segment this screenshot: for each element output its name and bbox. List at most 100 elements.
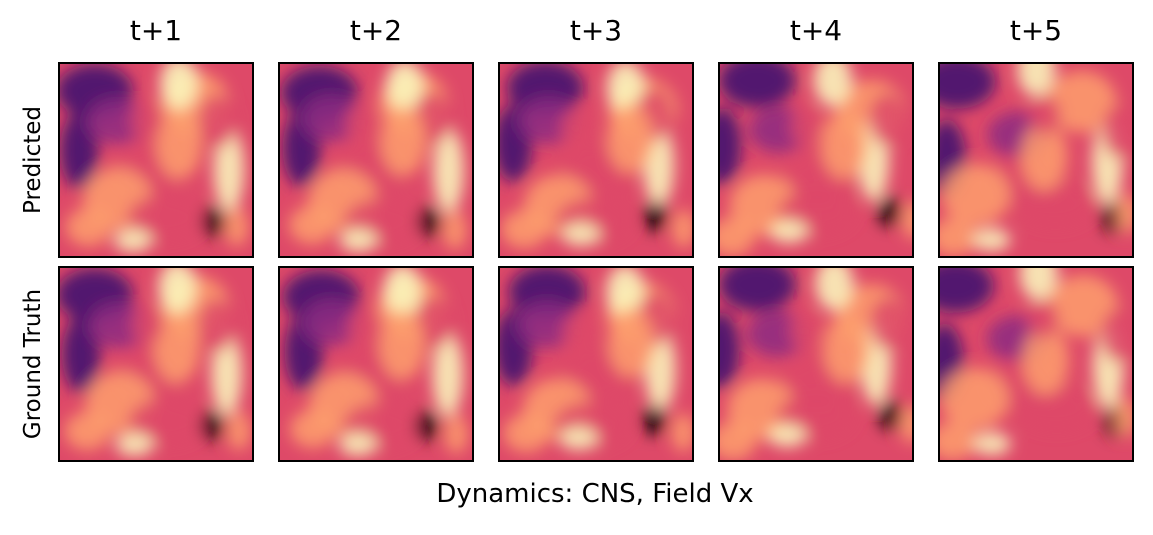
field-blob: [769, 220, 809, 244]
field-blob: [198, 94, 237, 149]
field-blob: [720, 268, 796, 312]
field-blob: [720, 217, 755, 256]
field-blob: [289, 205, 336, 245]
field-blob: [900, 404, 912, 444]
field-blob: [940, 64, 996, 109]
field-blob: [289, 409, 337, 449]
panel-predicted-t+4: [718, 62, 914, 258]
field-blob: [508, 268, 586, 319]
field-blob: [561, 222, 601, 247]
field-blob: [720, 107, 742, 185]
field-blob: [1047, 71, 1117, 133]
field-heatmap: [720, 64, 912, 256]
field-blob: [128, 398, 205, 445]
field-blob: [672, 209, 692, 248]
field-blob: [197, 298, 237, 353]
row-label-predicted: Predicted: [20, 106, 46, 214]
field-blob: [503, 414, 550, 453]
field-blob: [1030, 96, 1061, 135]
field-blob: [643, 200, 667, 232]
field-blob: [1113, 398, 1132, 437]
field-blob: [820, 110, 868, 180]
field-blob: [115, 433, 154, 457]
panel-predicted-t+1: [58, 62, 254, 258]
field-blob: [1048, 275, 1118, 337]
panel-predicted-t+2: [278, 62, 474, 258]
field-blob: [940, 368, 1010, 430]
column-title-t2: t+2: [349, 14, 403, 47]
field-blob: [213, 127, 245, 212]
field-heatmap: [940, 268, 1132, 460]
field-blob: [605, 268, 645, 319]
row-label-ground-truth: Ground Truth: [20, 288, 46, 440]
field-blob: [380, 106, 427, 176]
field-blob: [606, 64, 645, 115]
field-blob: [227, 412, 251, 451]
field-blob: [902, 200, 912, 239]
panel-ground-truth-t+3: [498, 266, 694, 462]
field-blob: [132, 306, 163, 345]
field-blob: [202, 206, 226, 237]
field-blob: [211, 331, 243, 416]
field-blob: [768, 424, 807, 448]
field-blob: [940, 218, 977, 256]
field-blob: [1022, 325, 1069, 395]
field-blob: [1099, 308, 1132, 363]
field-blob: [1017, 180, 1094, 227]
field-blob: [379, 310, 426, 380]
field-blob: [432, 332, 464, 417]
field-blob: [383, 268, 422, 318]
panel-ground-truth-t+1: [58, 266, 254, 462]
field-blob: [444, 415, 468, 454]
field-blob: [158, 268, 197, 315]
field-blob: [156, 110, 203, 180]
field-blob: [562, 313, 594, 352]
field-blob: [1021, 121, 1068, 191]
field-blob: [790, 107, 822, 146]
field-blob: [720, 64, 796, 108]
field-blob: [813, 64, 852, 107]
field-blob: [972, 228, 1011, 252]
field-blob: [1101, 104, 1132, 159]
field-blob: [877, 196, 901, 227]
field-blob: [200, 410, 224, 441]
field-blob: [415, 410, 439, 442]
field-blob: [348, 308, 379, 347]
field-blob: [501, 210, 548, 249]
field-blob: [671, 413, 692, 452]
field-blob: [86, 98, 149, 145]
field-blob: [65, 208, 112, 247]
figure-caption: Dynamics: CNS, Field Vx: [436, 479, 754, 509]
field-blob: [869, 296, 908, 351]
field-blob: [789, 311, 821, 350]
column-title-t4: t+4: [789, 14, 843, 47]
field-blob: [1115, 194, 1132, 233]
field-blob: [127, 194, 204, 241]
field-heatmap: [500, 64, 692, 256]
field-blob: [60, 112, 99, 189]
field-blob: [153, 314, 200, 384]
field-blob: [159, 64, 199, 111]
field-heatmap: [720, 268, 912, 460]
field-blob: [642, 404, 666, 436]
panel-ground-truth-t+2: [278, 266, 474, 462]
field-blob: [417, 206, 441, 238]
field-heatmap: [280, 64, 472, 256]
field-blob: [720, 421, 757, 460]
field-blob: [61, 316, 101, 393]
field-blob: [607, 104, 654, 174]
field-blob: [64, 412, 111, 451]
field-blob: [443, 211, 467, 250]
field-blob: [940, 422, 976, 460]
panel-predicted-t+5: [938, 62, 1134, 258]
field-heatmap: [60, 64, 252, 256]
panel-predicted-t+3: [498, 62, 694, 258]
field-blob: [1027, 300, 1059, 339]
field-blob: [561, 109, 592, 148]
field-heatmap: [500, 268, 692, 460]
panel-ground-truth-t+5: [938, 266, 1134, 462]
field-blob: [345, 104, 377, 143]
field-heatmap: [60, 268, 252, 460]
field-blob: [385, 64, 424, 114]
field-blob: [559, 426, 598, 451]
